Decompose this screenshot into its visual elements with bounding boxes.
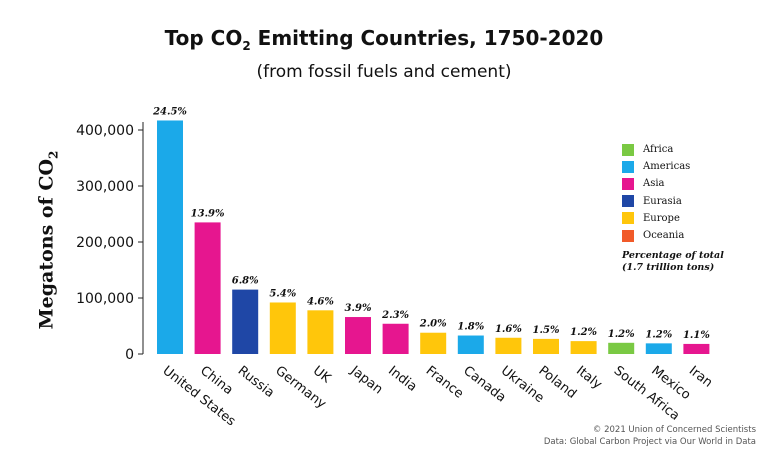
legend-item-eurasia: Eurasia (622, 193, 762, 210)
bar (157, 120, 183, 354)
legend-swatch (622, 195, 634, 208)
percent-label: 2.0% (419, 319, 447, 330)
bar (194, 222, 221, 354)
legend-swatch (622, 160, 634, 173)
category-label: Japan (347, 363, 386, 398)
legend-item-africa: Africa (622, 141, 762, 158)
y-tick-label: 0 (125, 347, 134, 363)
credit: © 2021 Union of Concerned Scientists Dat… (544, 424, 756, 448)
percent-label: 2.3% (381, 310, 409, 321)
credit-line2: Data: Global Carbon Project via Our Worl… (543, 437, 756, 447)
percent-label: 4.6% (307, 296, 334, 307)
legend: Africa Americas Asia Eurasia Europe Oceania P… (622, 141, 762, 274)
y-tick-label: 400,000 (76, 123, 134, 139)
legend-note: Percentage of total (1.7 trillion tons) (622, 250, 762, 274)
bar (382, 323, 409, 354)
legend-label: Americas (643, 161, 691, 173)
credit-line1: © 2021 Union of Concerned Scientists (592, 425, 756, 435)
bar (570, 341, 597, 354)
percent-label: 1.8% (457, 322, 484, 333)
bar (269, 302, 296, 354)
bar (645, 343, 672, 354)
bar (683, 343, 710, 354)
legend-label: Asia (643, 178, 665, 190)
category-label: Iran (686, 363, 715, 390)
legend-label: Oceania (643, 230, 685, 242)
category-label: South Africa (611, 363, 682, 423)
legend-swatch (622, 143, 634, 156)
category-label: UK (310, 363, 334, 386)
percent-label: 1.2% (570, 327, 597, 338)
percent-label: 1.1% (683, 330, 710, 341)
bar (457, 335, 484, 354)
y-tick-label: 100,000 (76, 291, 134, 307)
legend-item-oceania: Oceania (622, 227, 762, 244)
bar (608, 342, 635, 354)
percent-label: 1.5% (533, 325, 560, 336)
legend-swatch (622, 177, 634, 190)
legend-swatch (622, 229, 634, 242)
percent-label: 1.2% (608, 329, 635, 340)
legend-swatch (622, 212, 634, 225)
bar (495, 337, 522, 354)
bar (420, 332, 447, 354)
y-tick-label: 300,000 (76, 179, 134, 195)
chart-title: Top CO2 Emitting Countries, 1750-2020 (0, 26, 768, 53)
legend-label: Eurasia (643, 195, 682, 207)
legend-note-line1: Percentage of total (622, 250, 724, 262)
category-label: France (423, 363, 466, 401)
bar (307, 310, 334, 354)
category-label: India (385, 363, 419, 394)
chart-title-prefix: Top CO (164, 26, 243, 50)
legend-item-europe: Europe (622, 210, 762, 227)
chart-title-suffix: Emitting Countries, 1750-2020 (250, 26, 604, 50)
percent-label: 3.9% (345, 303, 372, 314)
percent-label: 24.5% (152, 106, 187, 117)
percent-label: 6.8% (232, 276, 259, 287)
percent-label: 13.9% (191, 208, 225, 219)
bar (232, 289, 259, 354)
legend-label: Africa (643, 144, 674, 156)
chart-title-subscript: 2 (242, 39, 251, 53)
legend-item-americas: Americas (622, 158, 762, 175)
category-label: Russia (235, 363, 277, 401)
legend-item-asia: Asia (622, 175, 762, 192)
percent-label: 1.6% (495, 324, 522, 335)
bar (533, 338, 559, 354)
legend-label: Europe (643, 212, 680, 224)
bar (345, 317, 371, 354)
legend-items: Africa Americas Asia Eurasia Europe Oceania (622, 141, 762, 244)
percent-label: 5.4% (269, 288, 296, 299)
legend-note-line2: (1.7 trillion tons) (622, 262, 715, 274)
percent-label: 1.2% (645, 329, 672, 340)
chart-subtitle: (from fossil fuels and cement) (256, 62, 512, 82)
y-tick-label: 200,000 (76, 235, 134, 251)
